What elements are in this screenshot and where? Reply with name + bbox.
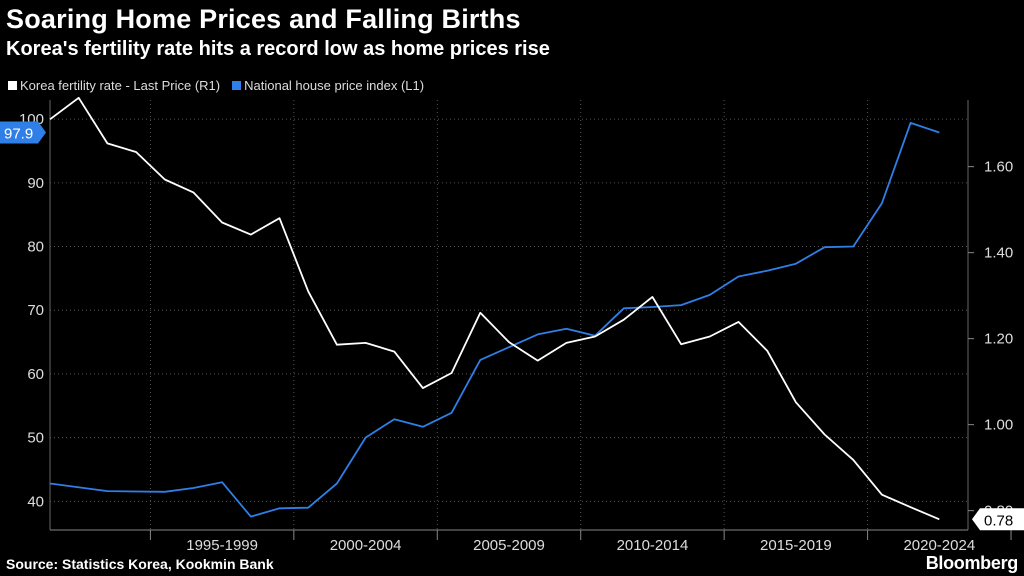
last-value-label-house-price: 97.9	[4, 125, 33, 142]
legend-swatch-house-price	[232, 81, 242, 90]
source-note: Source: Statistics Korea, Kookmin Bank	[6, 556, 274, 572]
chart-subtitle: Korea's fertility rate hits a record low…	[6, 38, 550, 60]
brand-logo: Bloomberg	[925, 553, 1019, 573]
y-left-tick-label: 40	[27, 493, 44, 510]
series-line-fertility	[49, 96, 940, 521]
legend-item-fertility: Korea fertility rate - Last Price (R1)	[8, 78, 220, 93]
legend-label-house-price: National house price index (L1)	[244, 78, 425, 93]
y-left-tick-label: 50	[27, 430, 44, 447]
x-tick-label: 2000-2004	[330, 537, 402, 554]
legend-swatch-fertility	[8, 81, 17, 90]
x-tick-label: 2020-2024	[903, 537, 975, 554]
last-value-tag-fertility	[972, 508, 1024, 531]
x-tick-label: 2015-2019	[760, 537, 832, 554]
last-value-tag-house-price	[0, 121, 46, 144]
y-left-tick-label: 80	[27, 239, 44, 256]
y-right-tick-label: 1.40	[984, 245, 1013, 262]
legend: Korea fertility rate - Last Price (R1) N…	[8, 78, 424, 93]
x-tick-label: 2005-2009	[473, 537, 545, 554]
y-right-tick-label: 1.20	[984, 331, 1013, 348]
last-value-label-fertility: 0.78	[984, 512, 1013, 529]
series-line-house-price	[49, 122, 940, 518]
legend-label-fertility: Korea fertility rate - Last Price (R1)	[20, 78, 221, 93]
chart-title: Soaring Home Prices and Falling Births	[6, 4, 521, 34]
y-left-tick-label: 90	[27, 175, 44, 192]
y-right-tick-label: 1.00	[984, 417, 1013, 434]
x-tick-label: 1995-1999	[186, 537, 258, 554]
x-tick-label: 2010-2014	[617, 537, 689, 554]
y-left-tick-label: 60	[27, 366, 44, 383]
legend-item-house-price: National house price index (L1)	[232, 78, 424, 93]
y-right-tick-label: 1.60	[984, 159, 1013, 176]
y-left-tick-label: 70	[27, 302, 44, 319]
